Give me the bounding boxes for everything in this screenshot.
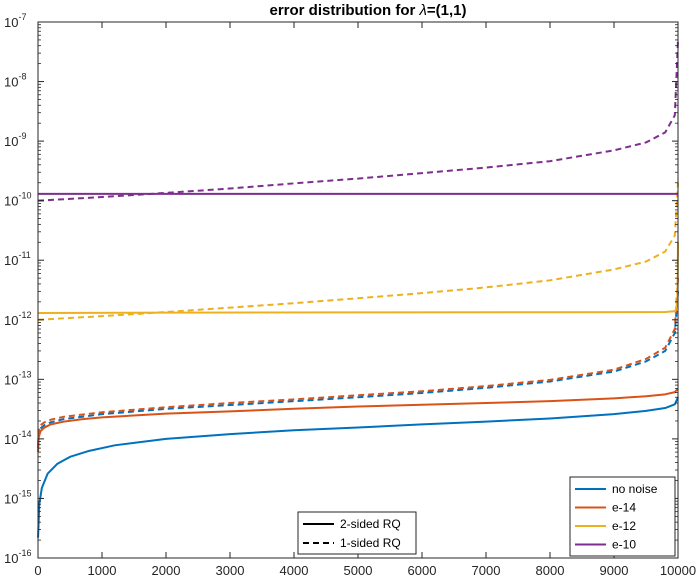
x-tick-label: 1000: [88, 563, 117, 578]
y-tick-label: 10-14: [4, 429, 31, 447]
series-line-e-12-dashed: [37, 182, 679, 321]
legend-series: no noise e-14 e-12 e-10: [569, 476, 676, 557]
series-line-no-noise-solid: [37, 396, 679, 538]
x-tick-label: 5000: [344, 563, 373, 578]
series-layer: [37, 39, 679, 538]
x-tick-label: 8000: [536, 563, 565, 578]
y-tick-label: 10-15: [4, 488, 31, 506]
x-tick-label: 6000: [408, 563, 437, 578]
x-tick-label: 3000: [216, 563, 245, 578]
y-tick-label: 10-11: [4, 250, 31, 268]
y-tick-label: 10-7: [4, 12, 26, 30]
y-tick-label: 10-8: [4, 72, 26, 90]
legend-style-label-dashed: 1-sided RQ: [340, 536, 401, 550]
legend-line-style: 2-sided RQ 1-sided RQ: [297, 511, 417, 555]
legend-style-box: [297, 511, 417, 555]
legend-series-box: [569, 476, 676, 557]
x-tick-label: 2000: [152, 563, 181, 578]
series-line-e-12-solid: [37, 242, 679, 314]
series-line-e-14-solid: [37, 387, 679, 453]
y-tick-label: 10-16: [4, 548, 31, 566]
y-tick-label: 10-13: [4, 369, 31, 387]
axis-layer: 0 1000 2000 3000 4000 5000 6000 7000 8000 9000 100…: [4, 12, 696, 578]
series-line-no-noise-dashed: [37, 291, 679, 449]
x-tick-label: 7000: [472, 563, 501, 578]
y-tick-label: 10-12: [4, 310, 31, 328]
x-tick-label: 10000: [660, 563, 696, 578]
y-tick-label: 10-9: [4, 131, 26, 149]
legend-label-e-10: e-10: [612, 538, 636, 552]
x-tick-label: 9000: [600, 563, 629, 578]
legend-label-e-14: e-14: [612, 501, 636, 515]
legend-label-e-12: e-12: [612, 519, 636, 533]
legend-label-no-noise: no noise: [612, 482, 658, 496]
y-tick-label: 10-10: [4, 191, 31, 209]
legend-style-label-solid: 2-sided RQ: [340, 517, 401, 531]
x-tick-label: 4000: [280, 563, 309, 578]
series-line-e-14-dashed: [37, 278, 679, 445]
series-line-e-10-dashed: [37, 39, 679, 202]
chart-title: error distribution for λ=(1,1): [270, 2, 467, 19]
x-tick-label: 0: [34, 563, 41, 578]
